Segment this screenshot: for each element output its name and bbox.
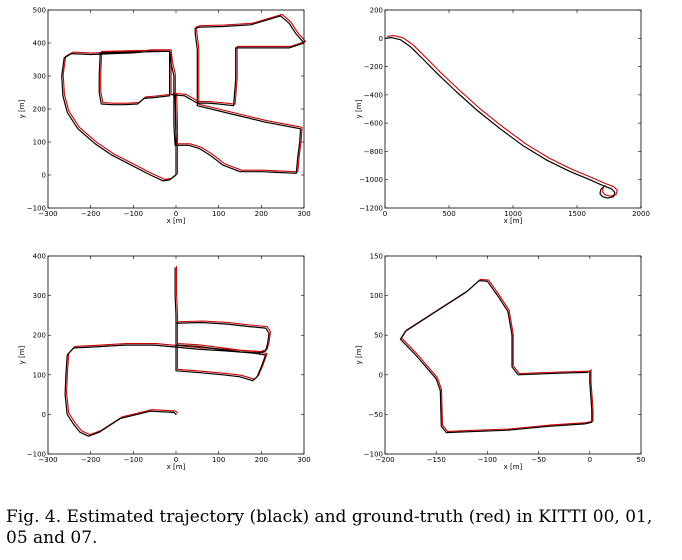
x-tick-label: 1000 bbox=[504, 210, 522, 218]
y-tick-label: 200 bbox=[370, 7, 383, 15]
x-tick-label: −300 bbox=[38, 456, 57, 464]
y-tick-label: 50 bbox=[374, 332, 383, 340]
y-tick-label: 500 bbox=[33, 7, 46, 15]
y-axis-label: y [m] bbox=[18, 99, 26, 118]
y-tick-label: −600 bbox=[364, 120, 383, 128]
x-tick-label: −50 bbox=[531, 456, 546, 464]
y-tick-label: 0 bbox=[42, 411, 46, 419]
figure-caption: Fig. 4. Estimated trajectory (black) and… bbox=[6, 507, 653, 548]
x-tick-label: 300 bbox=[297, 210, 310, 218]
x-axis-label: x [m] bbox=[167, 463, 186, 471]
y-tick-label: −100 bbox=[364, 451, 383, 459]
y-axis-label: y [m] bbox=[18, 345, 26, 364]
x-tick-label: −200 bbox=[81, 210, 100, 218]
x-tick-label: 200 bbox=[255, 456, 268, 464]
x-tick-label: 0 bbox=[383, 210, 387, 218]
y-tick-label: −1000 bbox=[359, 176, 383, 184]
x-tick-label: −200 bbox=[81, 456, 100, 464]
subplot-3: −300 −200 −100 0 100 200 300 −100 0 100 200 300 400 x… bbox=[18, 253, 311, 472]
subplot-4: −200 −150 −100 −50 0 50 −100 −50 0 50 100 150 x [m] y… bbox=[355, 253, 645, 472]
x-tick-label: 2000 bbox=[632, 210, 650, 218]
x-tick-label: 300 bbox=[297, 456, 310, 464]
series-estimate bbox=[384, 36, 616, 199]
x-tick-label: −300 bbox=[38, 210, 57, 218]
x-tick-label: 100 bbox=[212, 456, 225, 464]
y-tick-label: −50 bbox=[368, 411, 383, 419]
x-tick-label: −100 bbox=[124, 456, 143, 464]
y-tick-label: −800 bbox=[364, 148, 383, 156]
trajectory-figure: −300 −200 −100 0 100 200 300−10001002003004005… bbox=[18, 7, 650, 472]
x-tick-label: 0 bbox=[174, 210, 178, 218]
series-ground-truth bbox=[386, 35, 618, 197]
x-axis-label: x [m] bbox=[504, 217, 523, 225]
y-tick-label: 400 bbox=[33, 253, 46, 261]
axes-frame bbox=[384, 9, 642, 209]
x-tick-label: −100 bbox=[478, 456, 497, 464]
y-tick-label: 200 bbox=[33, 332, 46, 340]
subplot-1: −300 −200 −100 0 100 200 300 −100 0 100 200 300 400 5… bbox=[18, 7, 311, 226]
y-tick-label: 400 bbox=[33, 40, 46, 48]
y-tick-label: 0 bbox=[379, 35, 383, 43]
x-tick-label: 50 bbox=[637, 456, 646, 464]
series-ground-truth bbox=[66, 265, 272, 436]
series-estimate bbox=[64, 267, 270, 437]
x-tick-label: −200 bbox=[375, 456, 394, 464]
y-tick-label: 0 bbox=[379, 371, 383, 379]
series-estimate bbox=[399, 280, 593, 434]
axes-frame bbox=[384, 255, 642, 455]
y-tick-label: 100 bbox=[33, 139, 46, 147]
y-tick-label: 100 bbox=[370, 292, 383, 300]
x-tick-label: 0 bbox=[174, 456, 178, 464]
y-tick-label: 100 bbox=[33, 371, 46, 379]
y-tick-label: −100 bbox=[27, 205, 46, 213]
y-tick-label: 0 bbox=[42, 172, 46, 180]
y-tick-label: −1200 bbox=[359, 205, 383, 213]
x-tick-label: 200 bbox=[255, 210, 268, 218]
x-tick-label: 500 bbox=[442, 210, 455, 218]
x-tick-label: −100 bbox=[124, 210, 143, 218]
series-ground-truth bbox=[401, 278, 594, 432]
y-tick-label: −400 bbox=[364, 91, 383, 99]
x-tick-label: 0 bbox=[588, 456, 592, 464]
y-tick-label: 200 bbox=[33, 106, 46, 114]
y-tick-label: 300 bbox=[33, 292, 46, 300]
x-axis-label: x [m] bbox=[504, 463, 523, 471]
y-tick-label: 150 bbox=[370, 253, 383, 261]
x-tick-label: −150 bbox=[427, 456, 446, 464]
x-tick-label: 1500 bbox=[568, 210, 586, 218]
subplot-2: 0 500 1000 1500 2000−1200−1000−800−600−400−2… bbox=[355, 7, 650, 226]
y-tick-label: −200 bbox=[364, 63, 383, 71]
series-estimate bbox=[61, 15, 305, 182]
y-tick-label: −100 bbox=[27, 451, 46, 459]
y-axis-label: y [m] bbox=[355, 345, 363, 364]
y-axis-label: y [m] bbox=[355, 99, 363, 118]
y-tick-label: 300 bbox=[33, 73, 46, 81]
x-tick-label: 100 bbox=[212, 210, 225, 218]
series-ground-truth bbox=[62, 13, 307, 180]
x-axis-label: x [m] bbox=[167, 217, 186, 225]
